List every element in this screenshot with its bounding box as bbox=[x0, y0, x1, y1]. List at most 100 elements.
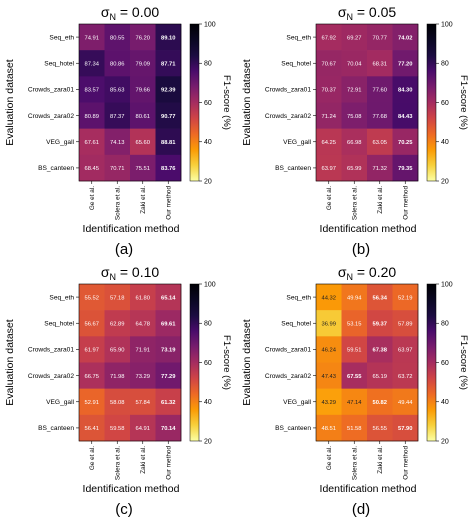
y-tick-label: VEG_gall bbox=[46, 139, 74, 146]
heatmap-cell bbox=[392, 336, 419, 363]
y-tick-label: Seq_eth bbox=[286, 34, 311, 41]
cell-value-label: 70.67 bbox=[321, 61, 336, 67]
y-tick-label: Seq_hotel bbox=[44, 61, 74, 68]
heatmap-cell bbox=[104, 414, 131, 442]
cell-value-label: 84.30 bbox=[398, 88, 413, 94]
x-tick-label: Ge et al. bbox=[326, 186, 333, 210]
cell-value-label: 76.20 bbox=[135, 35, 150, 41]
heatmap-cell bbox=[367, 154, 393, 182]
cell-value-label: 56.67 bbox=[84, 321, 99, 327]
heatmap-cell bbox=[316, 388, 342, 416]
colorbar bbox=[426, 23, 437, 182]
x-tick-label: Ge et al. bbox=[326, 446, 333, 470]
colorbar bbox=[189, 283, 200, 442]
x-tick-label: Zaki et al. bbox=[377, 186, 384, 214]
cell-value-label: 62.89 bbox=[110, 321, 125, 327]
heatmap-cell bbox=[79, 284, 105, 311]
heatmap-cell bbox=[392, 50, 419, 77]
panel-title: σN = 0.10 bbox=[101, 264, 160, 282]
heatmap-cell bbox=[392, 388, 419, 416]
y-tick-label: BS_canteen bbox=[38, 425, 74, 432]
cell-value-label: 51.58 bbox=[347, 426, 362, 432]
heatmap-cell bbox=[155, 76, 182, 103]
heatmap-cell bbox=[79, 362, 105, 389]
colorbar-tick-label: 100 bbox=[441, 21, 453, 28]
heatmap-cell bbox=[341, 362, 368, 389]
cell-value-label: 36.99 bbox=[321, 321, 336, 327]
colorbar-tick-label: 40 bbox=[441, 139, 449, 146]
heatmap-cell bbox=[367, 284, 393, 311]
colorbar-tick-label: 20 bbox=[441, 438, 449, 445]
heatmap-frame bbox=[315, 283, 419, 442]
heatmap-cell bbox=[155, 154, 182, 182]
cell-value-label: 56.41 bbox=[84, 426, 99, 432]
cell-value-label: 44.32 bbox=[321, 295, 336, 301]
cell-value-label: 77.20 bbox=[398, 61, 413, 67]
colorbar-label: F1-score (%) bbox=[458, 75, 469, 130]
cell-value-label: 77.29 bbox=[161, 374, 176, 380]
heatmap-cell bbox=[316, 414, 342, 442]
heatmap-cell bbox=[155, 336, 182, 363]
heatmap-cell bbox=[79, 102, 105, 129]
x-tick-label: Zaki et al. bbox=[140, 186, 147, 214]
heatmap-cell bbox=[79, 128, 105, 156]
heatmap-cell bbox=[79, 154, 105, 182]
colorbar-label: F1-score (%) bbox=[458, 335, 469, 390]
colorbar-tick-label: 60 bbox=[441, 100, 449, 107]
colorbar bbox=[426, 283, 437, 442]
cell-value-label: 87.37 bbox=[110, 114, 125, 120]
cell-value-label: 66.75 bbox=[84, 374, 99, 380]
cell-value-label: 84.43 bbox=[398, 114, 413, 120]
heatmap-cell bbox=[341, 24, 368, 51]
x-axis-label: Identification method bbox=[83, 223, 180, 235]
colorbar-label: F1-score (%) bbox=[221, 75, 232, 130]
x-axis-label: Identification method bbox=[320, 483, 417, 495]
y-axis-label: Evaluation dataset bbox=[4, 59, 16, 145]
heatmap-cell bbox=[155, 102, 182, 129]
y-tick-label: Seq_hotel bbox=[281, 321, 311, 328]
heatmap-cell bbox=[392, 76, 419, 103]
heatmap-cell bbox=[155, 284, 182, 311]
heatmap-cell bbox=[392, 414, 419, 442]
heatmap-cell bbox=[104, 310, 131, 337]
x-tick-label: Zaki et al. bbox=[140, 446, 147, 474]
heatmap-cell bbox=[104, 102, 131, 129]
title-subscript: N bbox=[109, 12, 116, 22]
heatmap-cell bbox=[367, 76, 393, 103]
cell-value-label: 85.63 bbox=[110, 88, 125, 94]
cell-value-label: 74.13 bbox=[110, 140, 125, 146]
heatmap-cell bbox=[316, 362, 342, 389]
cell-value-label: 50.82 bbox=[372, 400, 387, 406]
cell-value-label: 87.34 bbox=[84, 61, 99, 67]
y-tick-label: Seq_eth bbox=[49, 294, 74, 301]
y-tick-label: Seq_hotel bbox=[44, 321, 74, 328]
cell-value-label: 52.91 bbox=[84, 400, 99, 406]
heatmap-cell bbox=[104, 24, 131, 51]
cell-value-label: 70.25 bbox=[398, 140, 413, 146]
heatmap-cell bbox=[130, 336, 156, 363]
title-symbol: σ bbox=[338, 4, 347, 20]
colorbar-tick-label: 60 bbox=[441, 360, 449, 367]
cell-value-label: 70.77 bbox=[372, 35, 387, 41]
colorbar-tick-label: 60 bbox=[204, 100, 212, 107]
heatmap-cell bbox=[155, 50, 182, 77]
cell-value-label: 74.91 bbox=[84, 35, 99, 41]
heatmap-cell bbox=[316, 336, 342, 363]
heatmap-cell bbox=[130, 362, 156, 389]
y-tick-label: VEG_gall bbox=[283, 399, 311, 406]
colorbar-tick-label: 20 bbox=[441, 178, 449, 185]
heatmap-cell bbox=[130, 284, 156, 311]
heatmap-cell bbox=[155, 414, 182, 442]
cell-value-label: 63.97 bbox=[321, 166, 336, 172]
cell-value-label: 67.61 bbox=[84, 140, 99, 146]
cell-value-label: 56.55 bbox=[372, 426, 387, 432]
heatmap-cell bbox=[316, 76, 342, 103]
cell-value-label: 59.37 bbox=[372, 321, 387, 327]
cell-value-label: 64.91 bbox=[135, 426, 150, 432]
cell-value-label: 61.97 bbox=[84, 348, 99, 354]
cell-value-label: 71.91 bbox=[135, 348, 150, 354]
cell-value-label: 70.04 bbox=[347, 61, 362, 67]
heatmap-cell bbox=[316, 284, 342, 311]
